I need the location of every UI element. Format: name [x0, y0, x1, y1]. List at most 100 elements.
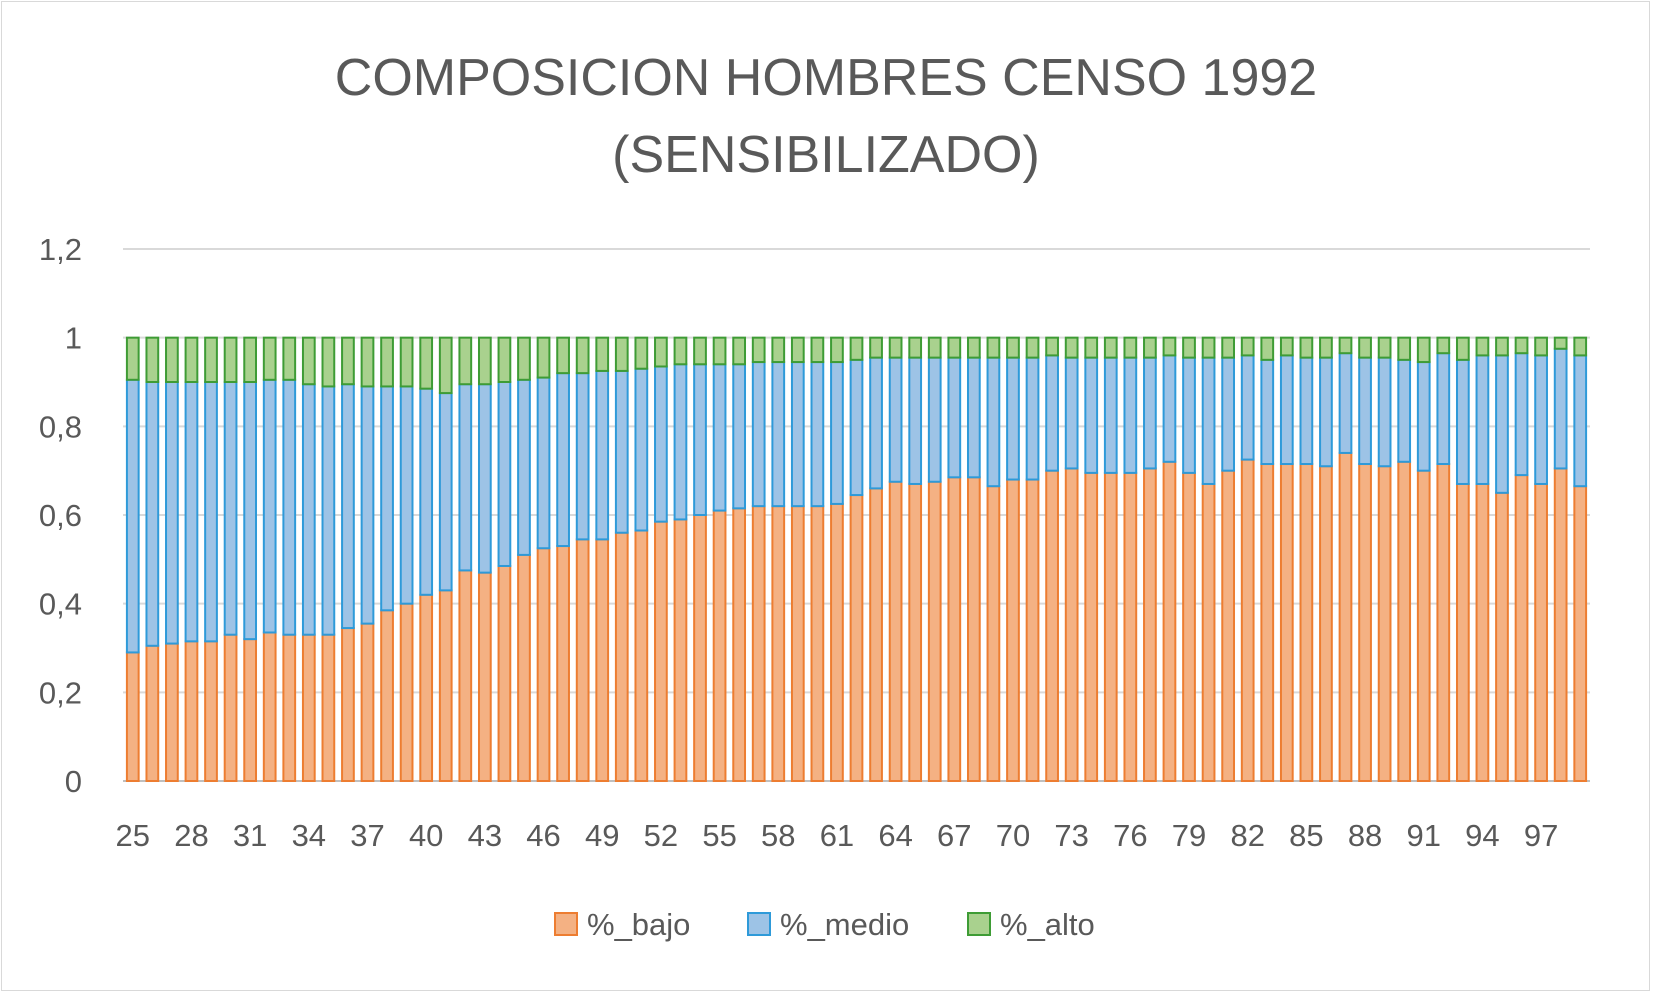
bar-segment	[341, 627, 355, 782]
x-axis-tick-labels: 25 28 31 34 37 40 43 46 49 52 55 58 61 64 67 70 73 76 79 82…	[116, 818, 1559, 853]
bar-segment	[1221, 469, 1236, 782]
bar-segment	[360, 622, 375, 782]
bar-segment	[556, 545, 570, 782]
bar-segment	[869, 336, 883, 359]
bar-segment	[125, 336, 140, 381]
bar-segment	[458, 569, 473, 783]
bar-segment	[1025, 478, 1040, 782]
bar-segment	[1084, 336, 1099, 359]
bar-segment	[1416, 469, 1431, 782]
y-tick-label: 1	[65, 321, 82, 356]
chart-title-line-2: (SENSIBILIZADO)	[612, 126, 1040, 184]
bar-segment	[223, 633, 238, 783]
bar-segment	[1377, 356, 1392, 468]
bars	[125, 336, 1588, 783]
bar-segment	[1553, 467, 1568, 782]
x-tick-label: 70	[996, 818, 1030, 853]
bar-segment	[1045, 469, 1059, 782]
bar-segment	[634, 367, 649, 532]
bar-segment	[634, 336, 649, 370]
bar-segment	[1221, 336, 1236, 359]
bar-segment	[145, 336, 160, 383]
bar-segment	[399, 602, 414, 783]
x-tick-label: 73	[1054, 818, 1088, 853]
y-axis-tick-labels: 0 0,2 0,4 0,6 0,8 1 1,2	[39, 232, 82, 799]
bar-segment	[654, 520, 668, 783]
bar-segment	[1358, 463, 1372, 782]
x-tick-label: 91	[1406, 818, 1440, 853]
x-tick-label: 46	[526, 818, 560, 853]
bar-segment	[888, 336, 903, 359]
bar-segment	[1416, 336, 1431, 364]
bar-segment	[908, 356, 923, 485]
bar-segment	[1064, 356, 1079, 470]
legend-swatch	[554, 912, 578, 936]
bar-segment	[1553, 347, 1568, 470]
bar-segment	[614, 531, 629, 782]
bar-segment	[751, 505, 766, 782]
bar-segment	[771, 505, 786, 782]
bar-segment	[810, 505, 825, 782]
x-tick-label: 31	[233, 818, 267, 853]
bar-segment	[497, 564, 512, 782]
bar-segment	[1240, 354, 1255, 461]
bar-segment	[908, 482, 923, 782]
bar-segment	[575, 336, 590, 375]
bar-segment	[1358, 336, 1372, 359]
bar-segment	[732, 363, 747, 510]
bar-segment	[908, 336, 923, 359]
bar-segment	[869, 356, 883, 490]
bar-segment	[673, 336, 688, 366]
bar-segment	[536, 547, 551, 782]
bar-segment	[810, 336, 825, 364]
bar-segment	[693, 514, 707, 782]
bar-segment	[1299, 463, 1314, 782]
bar-segment	[1455, 336, 1470, 361]
bar-segment	[614, 369, 629, 534]
bar-segment	[1240, 336, 1255, 357]
x-tick-label: 43	[468, 818, 502, 853]
bar-segment	[830, 502, 844, 782]
bar-segment	[184, 381, 199, 643]
bar-segment	[380, 385, 394, 612]
bar-segment	[458, 336, 473, 386]
bar-segment	[341, 383, 355, 630]
x-tick-label: 85	[1289, 818, 1323, 853]
bar-segment	[1436, 336, 1451, 355]
bar-segment	[1338, 336, 1353, 355]
x-tick-label: 25	[116, 818, 150, 853]
bar-segment	[654, 336, 668, 368]
bar-segment	[497, 381, 512, 567]
bar-segment	[1534, 336, 1548, 357]
bar-segment	[184, 336, 199, 383]
bar-segment	[204, 336, 218, 383]
bar-segment	[790, 505, 805, 782]
bar-segment	[1534, 482, 1548, 782]
bar-segment	[771, 336, 786, 364]
bar-segment	[223, 336, 238, 383]
x-tick-label: 28	[174, 818, 208, 853]
bar-segment	[732, 507, 747, 782]
x-tick-label: 55	[702, 818, 736, 853]
x-tick-label: 82	[1230, 818, 1264, 853]
y-tick-label: 1,2	[39, 232, 82, 267]
bar-segment	[927, 356, 942, 483]
bar-segment	[321, 336, 336, 388]
x-tick-label: 37	[350, 818, 384, 853]
bar-segment	[360, 385, 375, 625]
bar-segment	[536, 376, 551, 550]
bar-segment	[380, 609, 394, 782]
bar-segment	[1475, 482, 1490, 782]
bar-segment	[1201, 356, 1216, 485]
bar-segment	[830, 361, 844, 505]
bar-segment	[438, 336, 453, 395]
bar-segment	[399, 336, 414, 388]
bar-segment	[223, 381, 238, 636]
legend-item: %_medio	[747, 907, 909, 942]
x-tick-label: 97	[1524, 818, 1558, 853]
bar-segment	[1143, 336, 1157, 359]
bar-segment	[1319, 336, 1333, 359]
bar-segment	[1025, 336, 1040, 359]
bar-segment	[301, 336, 316, 386]
